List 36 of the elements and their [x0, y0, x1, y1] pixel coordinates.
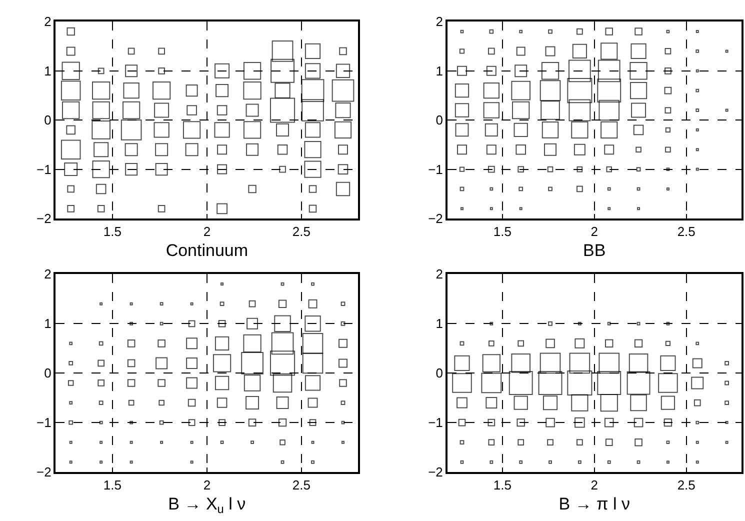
y-tick-label: 2: [436, 14, 443, 30]
x-tick-label: 2.5: [677, 477, 696, 492]
x-axis-title: B → X$_{u}$ l ν: [168, 494, 246, 516]
y-tick-label: −2: [36, 464, 52, 480]
x-tick-label: 2: [590, 224, 598, 239]
y-tick-label: 2: [44, 266, 52, 282]
y-tick-label: 2: [44, 14, 52, 30]
y-tick-label: 0: [436, 112, 443, 128]
x-axis-title: B → π l ν: [558, 494, 630, 514]
y-tick-label: 0: [44, 112, 52, 128]
y-tick-label: 1: [44, 63, 52, 78]
y-tick-label: 0: [44, 366, 52, 381]
x-tick-label: 1.5: [103, 224, 122, 239]
x-tick-label: 1.5: [103, 477, 122, 492]
y-tick-label: −1: [36, 162, 52, 177]
y-tick-label: 1: [436, 316, 443, 332]
x-tick-label: 2.5: [292, 477, 310, 492]
y-tick-label: −2: [36, 211, 52, 226]
x-tick-label: 2.5: [292, 224, 310, 239]
x-tick-label: 1.5: [493, 224, 512, 239]
y-tick-label: −1: [428, 415, 443, 430]
x-tick-label: 2: [203, 477, 211, 492]
x-tick-label: 1.5: [493, 477, 512, 492]
x-axis-title: BB: [583, 240, 606, 260]
y-tick-label: −1: [428, 162, 443, 177]
y-tick-label: −2: [428, 464, 443, 480]
x-tick-label: 2: [203, 224, 211, 239]
x-tick-label: 2: [590, 477, 598, 492]
y-tick-label: −2: [428, 211, 443, 226]
y-tick-label: 1: [436, 63, 443, 78]
y-tick-label: 0: [436, 366, 443, 381]
x-axis-title: Continuum: [166, 240, 248, 260]
y-tick-label: 2: [436, 266, 443, 282]
x-tick-label: 2.5: [677, 224, 696, 239]
y-tick-label: −1: [36, 415, 52, 430]
y-tick-label: 1: [44, 316, 52, 332]
